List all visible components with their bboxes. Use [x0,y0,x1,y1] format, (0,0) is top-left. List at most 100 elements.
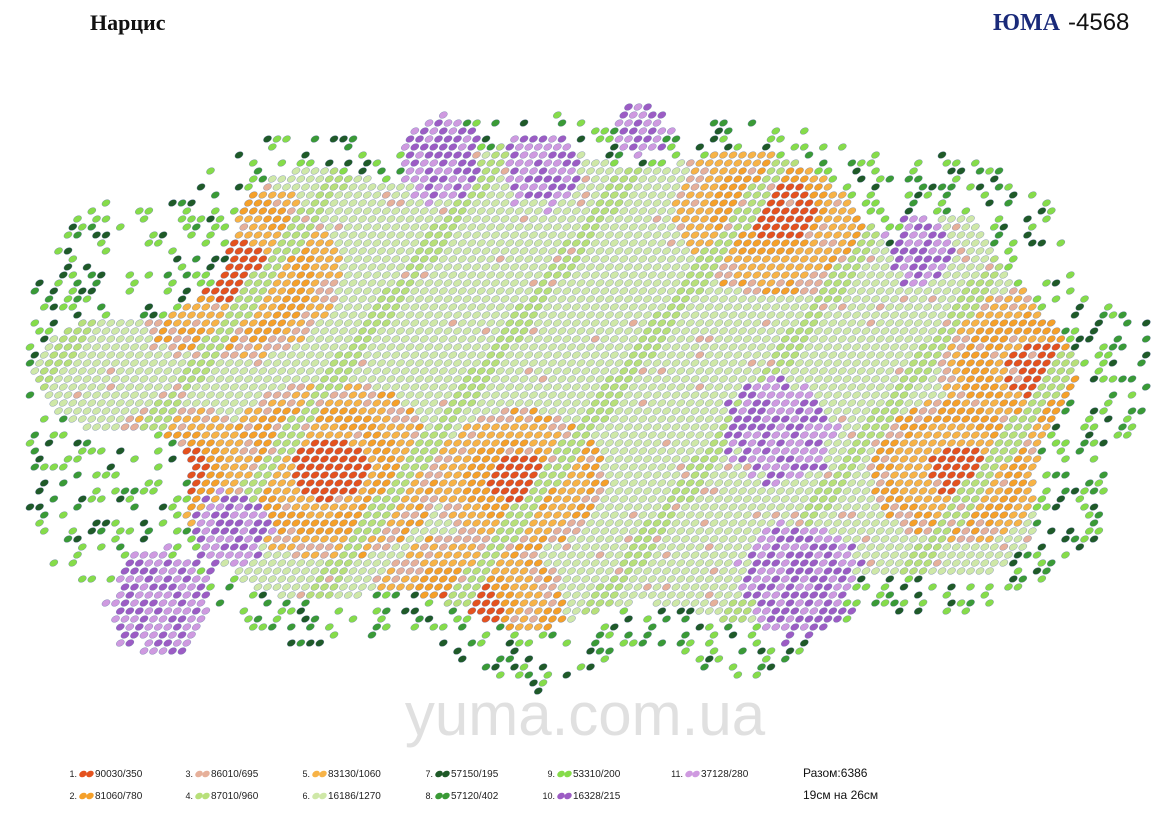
bead [87,495,97,503]
bead [771,367,781,375]
bead [643,487,652,495]
bead [548,183,557,191]
bead [994,423,1004,431]
bead [253,391,263,399]
bead [918,247,928,255]
bead [519,375,529,383]
bead [263,199,272,207]
bead [277,447,287,455]
bead [339,199,348,207]
bead [25,503,35,511]
bead [315,495,325,503]
bead [985,455,994,463]
bead [201,543,211,551]
bead [496,351,505,359]
bead [809,495,819,503]
bead [348,375,358,383]
bead [1042,423,1051,431]
bead [415,423,424,431]
bead [686,303,695,311]
bead [263,423,272,431]
bead [785,439,795,447]
bead [595,279,605,287]
bead [619,511,629,519]
bead [500,551,510,559]
bead [814,183,823,191]
bead [515,335,524,343]
bead [667,175,676,183]
bead [918,487,928,495]
bead [952,383,961,391]
bead [600,287,610,295]
bead [833,343,842,351]
bead [819,367,828,375]
bead [762,431,771,439]
bead [728,407,738,415]
bead [73,535,82,543]
bead [861,503,871,511]
bead [961,207,971,215]
bead [828,287,838,295]
bead [994,311,1004,319]
bead [909,423,918,431]
bead [914,223,923,231]
bead [795,391,804,399]
bead [306,447,315,455]
bead [462,407,472,415]
bead [914,175,923,183]
bead [923,495,933,503]
bead [220,271,230,279]
bead [158,503,168,511]
bead [747,359,757,367]
bead [168,423,177,431]
bead [277,511,287,519]
bead [823,167,833,175]
bead [339,295,348,303]
bead [453,311,462,319]
bead [177,375,187,383]
bead [301,439,310,447]
bead [899,279,909,287]
bead [842,263,852,271]
bead [714,495,724,503]
bead [629,335,638,343]
bead [743,159,752,167]
bead [614,519,624,527]
bead [462,263,472,271]
bead [187,503,196,511]
bead [282,263,291,271]
bead [956,391,966,399]
bead [714,159,724,167]
bead [809,431,819,439]
bead [500,439,510,447]
bead [1009,191,1018,199]
bead [149,311,158,319]
bead [391,207,401,215]
bead [695,319,705,327]
bead [990,415,999,423]
bead [320,279,329,287]
bead [557,471,567,479]
bead [439,271,448,279]
bead [201,463,211,471]
bead [358,279,367,287]
bead [719,263,728,271]
bead [249,191,258,199]
bead [500,407,510,415]
bead [272,327,282,335]
bead [828,239,838,247]
bead [196,519,206,527]
bead [510,135,519,143]
bead [866,159,876,167]
bead [624,503,633,511]
bead [1037,207,1047,215]
bead [405,263,415,271]
bead [914,159,923,167]
bead [434,327,443,335]
bead [272,247,282,255]
bead [258,207,268,215]
bead [192,479,201,487]
bead [382,175,391,183]
bead [116,399,125,407]
bead [519,199,529,207]
